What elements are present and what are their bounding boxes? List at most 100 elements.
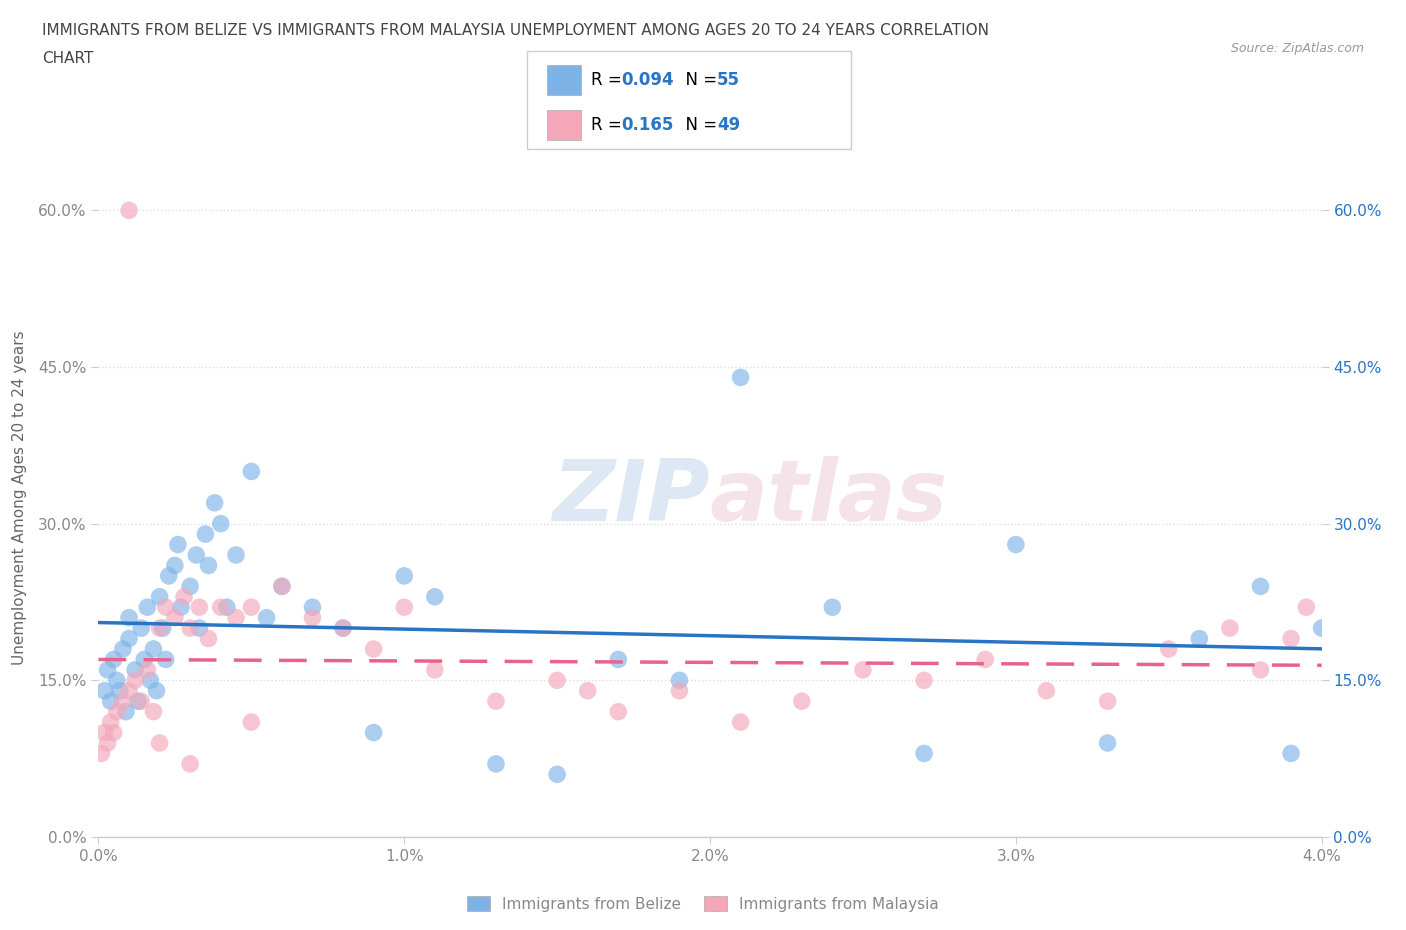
Point <box>1188 631 1211 646</box>
Point <box>108 684 131 698</box>
Point <box>197 558 219 573</box>
Point <box>111 694 134 709</box>
Point <box>1279 746 1302 761</box>
Point <box>179 756 201 771</box>
Point <box>730 714 752 729</box>
Point <box>668 673 690 688</box>
Point <box>173 590 195 604</box>
Point <box>392 600 416 615</box>
Text: 0.094: 0.094 <box>621 71 673 88</box>
Point <box>1219 620 1241 635</box>
Point <box>134 652 156 667</box>
Point <box>149 620 172 635</box>
Text: CHART: CHART <box>42 51 94 66</box>
Point <box>1279 631 1302 646</box>
Point <box>136 662 159 677</box>
Point <box>100 714 122 729</box>
Point <box>1004 538 1026 552</box>
Point <box>179 578 201 593</box>
Point <box>852 662 875 677</box>
Point <box>157 568 180 583</box>
Text: atlas: atlas <box>710 456 948 539</box>
Text: 55: 55 <box>717 71 740 88</box>
Point <box>97 662 120 677</box>
Text: ZIP: ZIP <box>553 456 710 539</box>
Text: N =: N = <box>675 71 723 88</box>
Point <box>270 578 294 593</box>
Point <box>392 568 416 583</box>
Y-axis label: Unemployment Among Ages 20 to 24 years: Unemployment Among Ages 20 to 24 years <box>13 330 27 665</box>
Point <box>363 725 385 740</box>
Text: 0.165: 0.165 <box>621 115 673 134</box>
Point <box>668 684 690 698</box>
Point <box>105 673 128 688</box>
Point <box>332 620 354 635</box>
Point <box>188 620 211 635</box>
Point <box>363 642 385 657</box>
Point <box>301 600 323 615</box>
Point <box>790 694 813 709</box>
Point <box>1097 694 1119 709</box>
Point <box>100 694 122 709</box>
Point <box>204 496 226 511</box>
Point <box>240 714 263 729</box>
Point <box>974 652 997 667</box>
Point <box>167 538 190 552</box>
Point <box>730 370 752 385</box>
Point <box>576 684 599 698</box>
Point <box>118 684 141 698</box>
Point <box>197 631 219 646</box>
Point <box>145 684 167 698</box>
Point <box>111 642 134 657</box>
Point <box>546 673 568 688</box>
Point <box>485 756 508 771</box>
Point <box>215 600 238 615</box>
Point <box>124 673 146 688</box>
Point <box>256 610 278 625</box>
Point <box>423 590 446 604</box>
Point <box>163 610 186 625</box>
Point <box>225 610 247 625</box>
Point <box>155 652 177 667</box>
Point <box>93 684 115 698</box>
Point <box>332 620 354 635</box>
Point <box>1035 684 1057 698</box>
Point <box>1249 662 1271 677</box>
Text: 49: 49 <box>717 115 741 134</box>
Text: R =: R = <box>591 115 631 134</box>
Point <box>209 516 232 531</box>
Point <box>1310 620 1333 635</box>
Text: Source: ZipAtlas.com: Source: ZipAtlas.com <box>1230 42 1364 55</box>
Point <box>423 662 446 677</box>
Point <box>139 673 162 688</box>
Point <box>188 600 211 615</box>
Text: N =: N = <box>675 115 723 134</box>
Point <box>142 704 165 719</box>
Point <box>240 600 263 615</box>
Point <box>170 600 193 615</box>
Text: IMMIGRANTS FROM BELIZE VS IMMIGRANTS FROM MALAYSIA UNEMPLOYMENT AMONG AGES 20 TO: IMMIGRANTS FROM BELIZE VS IMMIGRANTS FRO… <box>42 23 990 38</box>
Point <box>105 704 128 719</box>
Point <box>607 652 630 667</box>
Point <box>209 600 232 615</box>
Point <box>97 736 120 751</box>
Point <box>240 464 263 479</box>
Point <box>129 694 152 709</box>
Point <box>118 631 141 646</box>
Text: R =: R = <box>591 71 627 88</box>
Point <box>163 558 186 573</box>
Point <box>1249 578 1271 593</box>
Point <box>821 600 844 615</box>
Point <box>93 725 115 740</box>
Point <box>1157 642 1180 657</box>
Point <box>118 203 141 218</box>
Point <box>149 736 172 751</box>
Point <box>912 673 935 688</box>
Point <box>136 600 159 615</box>
Point <box>270 578 294 593</box>
Point <box>1295 600 1317 615</box>
Point <box>1097 736 1119 751</box>
Point <box>179 620 201 635</box>
Point <box>118 610 141 625</box>
Point <box>155 600 177 615</box>
